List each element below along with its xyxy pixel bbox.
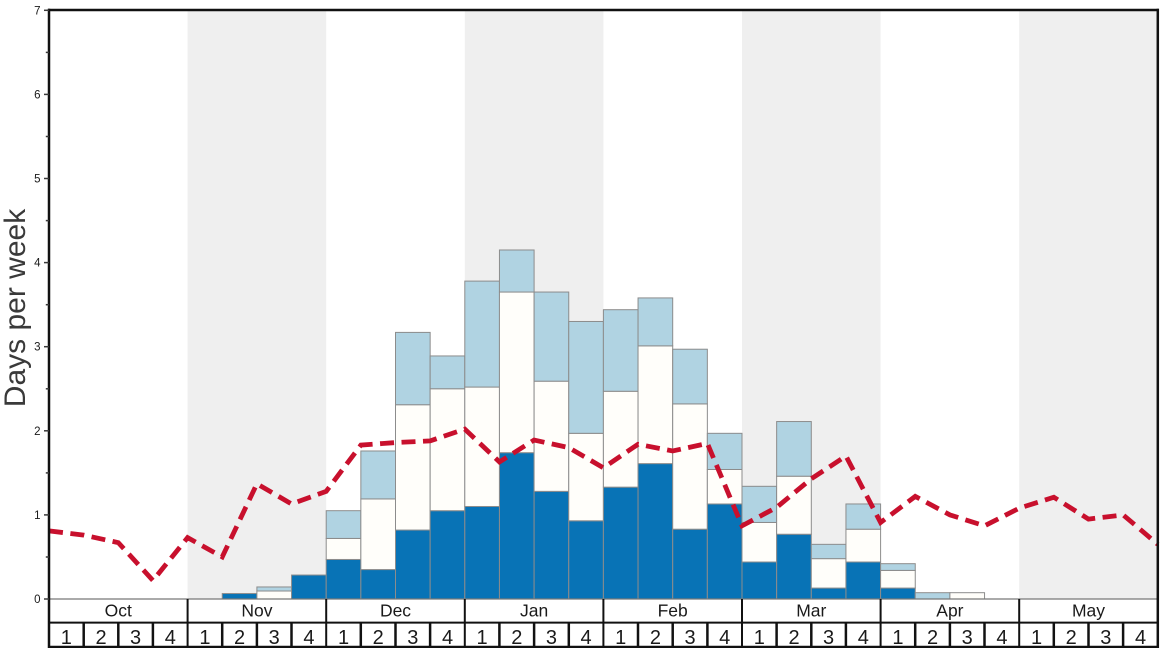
svg-text:5: 5 — [34, 174, 40, 186]
svg-text:3: 3 — [823, 627, 834, 648]
svg-text:Dec: Dec — [380, 601, 411, 621]
svg-text:3: 3 — [34, 342, 40, 354]
svg-text:May: May — [1072, 601, 1105, 621]
svg-text:1: 1 — [199, 627, 210, 648]
svg-text:3: 3 — [269, 627, 280, 648]
svg-text:4: 4 — [442, 627, 453, 648]
svg-text:1: 1 — [615, 627, 626, 648]
svg-text:0: 0 — [34, 594, 40, 606]
svg-text:4: 4 — [858, 627, 869, 648]
svg-text:4: 4 — [719, 627, 730, 648]
svg-text:3: 3 — [546, 627, 557, 648]
svg-text:4: 4 — [34, 258, 41, 270]
svg-text:1: 1 — [61, 627, 72, 648]
svg-text:2: 2 — [34, 426, 40, 438]
svg-text:4: 4 — [1135, 627, 1146, 648]
svg-text:3: 3 — [130, 627, 141, 648]
svg-text:1: 1 — [754, 627, 765, 648]
svg-text:2: 2 — [95, 627, 106, 648]
svg-text:4: 4 — [303, 627, 314, 648]
svg-text:3: 3 — [684, 627, 695, 648]
svg-text:1: 1 — [1031, 627, 1042, 648]
svg-text:1: 1 — [892, 627, 903, 648]
svg-text:2: 2 — [234, 627, 245, 648]
svg-text:Days per week: Days per week — [0, 208, 32, 407]
svg-text:Feb: Feb — [658, 601, 688, 621]
svg-text:1: 1 — [477, 627, 488, 648]
svg-text:4: 4 — [996, 627, 1007, 648]
svg-text:7: 7 — [34, 5, 40, 17]
svg-text:2: 2 — [511, 627, 522, 648]
svg-text:2: 2 — [927, 627, 938, 648]
svg-text:4: 4 — [581, 627, 592, 648]
svg-text:2: 2 — [650, 627, 661, 648]
svg-text:3: 3 — [962, 627, 973, 648]
svg-text:2: 2 — [1066, 627, 1077, 648]
svg-text:2: 2 — [373, 627, 384, 648]
svg-text:1: 1 — [338, 627, 349, 648]
svg-text:2: 2 — [788, 627, 799, 648]
svg-text:Jan: Jan — [520, 601, 548, 621]
svg-text:3: 3 — [407, 627, 418, 648]
svg-text:1: 1 — [34, 510, 40, 522]
svg-text:Nov: Nov — [241, 601, 272, 621]
svg-text:Mar: Mar — [796, 601, 826, 621]
svg-text:3: 3 — [1100, 627, 1111, 648]
svg-text:4: 4 — [165, 627, 176, 648]
svg-text:Apr: Apr — [936, 601, 963, 621]
svg-text:6: 6 — [34, 89, 40, 101]
svg-text:Oct: Oct — [105, 601, 132, 621]
